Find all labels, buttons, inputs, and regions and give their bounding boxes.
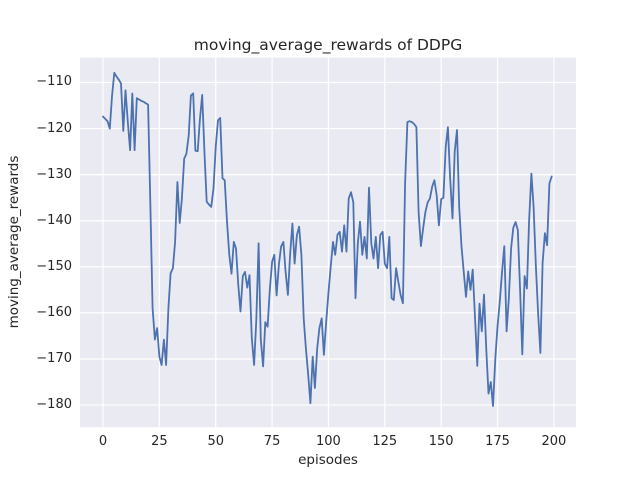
x-tick-label-175: 175 (485, 434, 510, 450)
x-tick-label-125: 125 (372, 434, 398, 450)
y-tick-label--150: −150 (36, 258, 72, 274)
x-axis-label: episodes (298, 452, 358, 468)
y-tick-label--120: −120 (36, 120, 72, 136)
x-tick-label-50: 50 (207, 434, 224, 450)
x-tick-label-0: 0 (98, 434, 108, 450)
x-tick-label-100: 100 (316, 434, 341, 450)
reward-line (102, 71, 553, 407)
y-tick-label--140: −140 (36, 212, 72, 228)
x-tick-label-75: 75 (263, 434, 281, 450)
y-tick-label--170: −170 (36, 350, 72, 366)
y-tick-label--130: −130 (36, 166, 72, 182)
chart-title: moving_average_rewards of DDPG (193, 36, 463, 54)
x-tick-label-150: 150 (428, 434, 454, 450)
y-tick-label--110: −110 (36, 74, 72, 90)
y-tick-label--180: −180 (36, 397, 72, 413)
x-tick-label-25: 25 (151, 434, 168, 450)
x-tick-label-200: 200 (541, 434, 567, 450)
y-tick-label--160: −160 (36, 304, 72, 320)
